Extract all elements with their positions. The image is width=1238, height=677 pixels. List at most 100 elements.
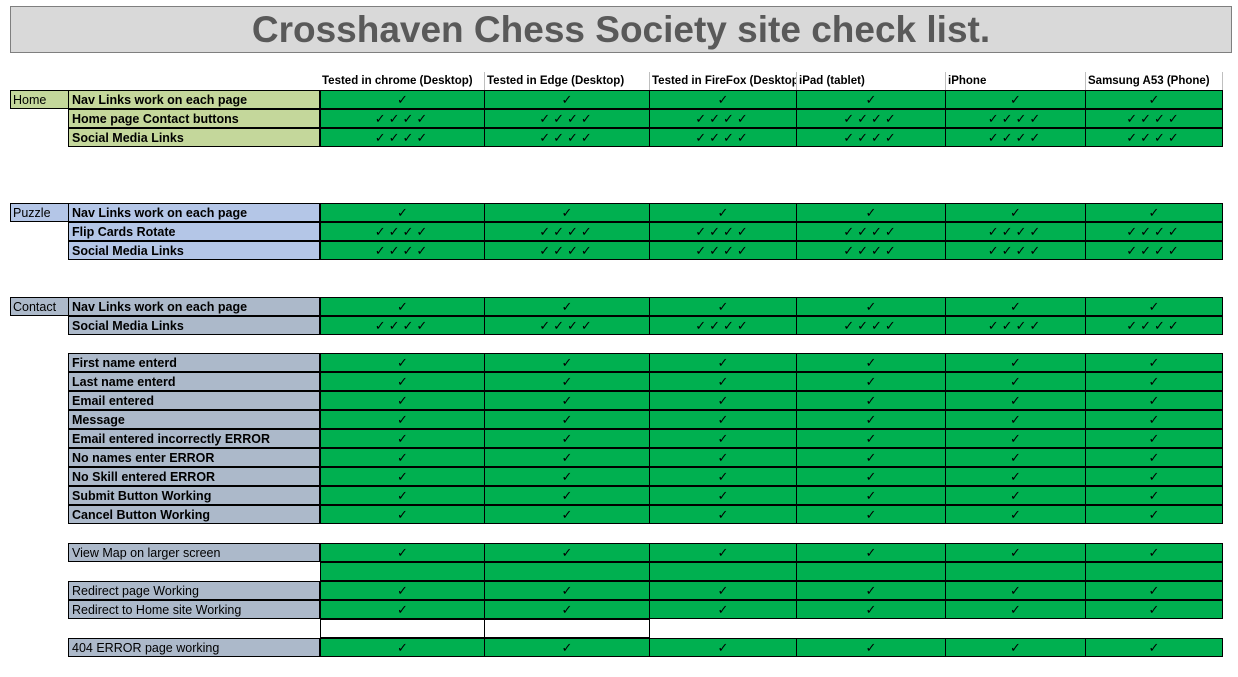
check-cell: ✓	[1086, 297, 1223, 316]
check-cell: ✓	[1086, 505, 1223, 524]
section-label: Home	[10, 90, 68, 109]
row-label: Email entered incorrectly ERROR	[68, 429, 320, 448]
check-cell: ✓	[946, 638, 1086, 657]
row-label: Social Media Links	[68, 128, 320, 147]
check-cell: ✓	[946, 543, 1086, 562]
check-cell: ✓✓✓✓	[946, 241, 1086, 260]
check-cell: ✓✓✓✓	[797, 316, 946, 335]
check-cell: ✓✓✓✓	[485, 128, 650, 147]
check-cell: ✓	[1086, 410, 1223, 429]
check-cell: ✓	[320, 410, 485, 429]
check-cell: ✓	[650, 429, 797, 448]
check-cell: ✓	[320, 429, 485, 448]
row-label: Redirect to Home site Working	[68, 600, 320, 619]
row-label: Message	[68, 410, 320, 429]
check-cell	[1086, 562, 1223, 581]
check-cell: ✓	[1086, 429, 1223, 448]
check-cell: ✓✓✓✓	[1086, 241, 1223, 260]
check-cell: ✓	[797, 372, 946, 391]
check-cell: ✓	[797, 90, 946, 109]
check-cell: ✓	[650, 486, 797, 505]
row-label: Social Media Links	[68, 316, 320, 335]
check-cell: ✓	[797, 581, 946, 600]
check-cell: ✓	[650, 638, 797, 657]
check-cell: ✓	[797, 391, 946, 410]
row-label: Social Media Links	[68, 241, 320, 260]
check-cell: ✓✓✓✓	[946, 109, 1086, 128]
check-cell: ✓✓✓✓	[485, 316, 650, 335]
check-cell: ✓	[1086, 448, 1223, 467]
check-cell: ✓	[650, 203, 797, 222]
check-cell: ✓	[797, 203, 946, 222]
check-cell: ✓	[1086, 203, 1223, 222]
empty-cell	[485, 619, 650, 638]
check-cell	[946, 562, 1086, 581]
check-cell: ✓✓✓✓	[946, 222, 1086, 241]
check-cell: ✓	[797, 638, 946, 657]
check-cell: ✓	[946, 581, 1086, 600]
check-cell: ✓	[485, 448, 650, 467]
row-label: Nav Links work on each page	[68, 203, 320, 222]
check-cell: ✓	[946, 203, 1086, 222]
check-cell: ✓	[650, 353, 797, 372]
check-cell: ✓	[650, 90, 797, 109]
check-cell	[797, 562, 946, 581]
check-cell: ✓✓✓✓	[650, 316, 797, 335]
check-cell: ✓	[320, 543, 485, 562]
check-cell: ✓✓✓✓	[485, 222, 650, 241]
row-label: Home page Contact buttons	[68, 109, 320, 128]
check-cell: ✓	[485, 467, 650, 486]
row-label: Redirect page Working	[68, 581, 320, 600]
check-cell: ✓	[320, 638, 485, 657]
check-cell: ✓	[1086, 372, 1223, 391]
check-cell: ✓	[320, 600, 485, 619]
check-cell: ✓	[320, 203, 485, 222]
check-cell: ✓	[485, 353, 650, 372]
section-label: Puzzle	[10, 203, 68, 222]
row-label: First name enterd	[68, 353, 320, 372]
check-cell: ✓	[797, 410, 946, 429]
check-cell: ✓	[320, 505, 485, 524]
check-cell: ✓	[1086, 600, 1223, 619]
check-cell: ✓✓✓✓	[650, 222, 797, 241]
check-cell: ✓	[320, 391, 485, 410]
check-cell	[320, 562, 485, 581]
row-label: Email entered	[68, 391, 320, 410]
check-cell: ✓✓✓✓	[320, 241, 485, 260]
check-cell: ✓	[485, 297, 650, 316]
check-cell: ✓✓✓✓	[1086, 109, 1223, 128]
check-cell: ✓	[485, 372, 650, 391]
check-cell: ✓✓✓✓	[797, 128, 946, 147]
check-cell: ✓✓✓✓	[797, 222, 946, 241]
check-cell: ✓	[320, 448, 485, 467]
check-cell: ✓	[1086, 581, 1223, 600]
check-cell: ✓	[650, 505, 797, 524]
row-label: Cancel Button Working	[68, 505, 320, 524]
check-cell: ✓✓✓✓	[1086, 316, 1223, 335]
row-label: Submit Button Working	[68, 486, 320, 505]
check-cell: ✓	[946, 90, 1086, 109]
check-cell: ✓	[946, 429, 1086, 448]
check-cell: ✓✓✓✓	[1086, 222, 1223, 241]
check-cell: ✓	[485, 410, 650, 429]
row-label: Nav Links work on each page	[68, 90, 320, 109]
check-cell: ✓	[946, 372, 1086, 391]
row-label: No names enter ERROR	[68, 448, 320, 467]
check-cell: ✓	[797, 600, 946, 619]
check-cell: ✓	[650, 297, 797, 316]
check-cell: ✓	[650, 410, 797, 429]
check-cell: ✓✓✓✓	[650, 109, 797, 128]
check-cell: ✓✓✓✓	[485, 241, 650, 260]
check-cell: ✓	[1086, 90, 1223, 109]
check-cell: ✓	[320, 297, 485, 316]
check-cell: ✓	[485, 543, 650, 562]
column-header: iPhone	[946, 72, 1086, 91]
check-cell: ✓	[485, 600, 650, 619]
check-cell: ✓	[1086, 467, 1223, 486]
check-cell: ✓	[797, 505, 946, 524]
check-cell: ✓	[1086, 486, 1223, 505]
check-cell: ✓	[797, 486, 946, 505]
check-cell: ✓	[485, 391, 650, 410]
row-label: Flip Cards Rotate	[68, 222, 320, 241]
check-cell: ✓	[946, 600, 1086, 619]
